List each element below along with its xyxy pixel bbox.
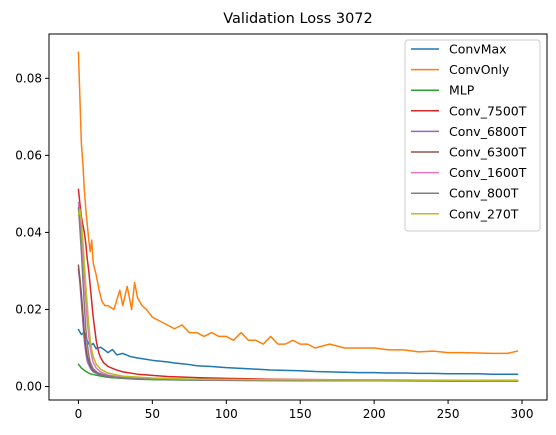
x-tick-label: 150 [289,407,312,421]
legend-box [404,39,541,232]
x-tick-label: 200 [363,407,386,421]
y-tick-label: 0.08 [15,71,42,85]
legend-label-conv_800t: Conv_800T [449,186,519,201]
series-layer [77,51,519,382]
series-line-conv_7500t [77,188,519,382]
series-line-convonly [77,51,519,355]
chart-title: Validation Loss 3072 [223,11,373,27]
legend-label-conv_7500t: Conv_7500T [449,103,527,118]
series-line-convmax [77,328,519,375]
x-tick-label: 100 [215,407,238,421]
legend-items: ConvMax ConvOnly MLP Conv_7500T Conv_6800T Co… [411,42,527,221]
series-line-conv_270t [77,208,519,382]
legend-label-conv_1600t: Conv_1600T [449,165,527,180]
legend-label-conv_6800t: Conv_6800T [449,124,527,139]
legend: ConvMax ConvOnly MLP Conv_7500T Conv_6800T Co… [404,39,541,232]
y-tick-label: 0.02 [15,302,42,316]
axes-frame [48,33,548,401]
y-tick-label: 0.00 [15,380,42,394]
legend-label-conv_6300t: Conv_6300T [449,145,527,160]
legend-label-conv_270t: Conv_270T [449,206,519,221]
plot-area: 0 50 100 150 200 250 300 0.00 0.02 0.04 0.06 0.08 [15,33,548,421]
x-tick-label: 0 [75,407,83,421]
y-axis-ticks: 0.00 0.02 0.04 0.06 0.08 [15,71,49,394]
x-axis-ticks: 0 50 100 150 200 250 300 [75,400,534,421]
legend-label-convonly: ConvOnly [449,62,510,77]
y-tick-label: 0.06 [15,148,42,162]
legend-label-convmax: ConvMax [449,42,507,57]
y-tick-label: 0.04 [15,225,42,239]
x-tick-label: 50 [145,407,160,421]
x-tick-label: 250 [437,407,460,421]
legend-label-mlp: MLP [449,83,475,98]
x-tick-label: 300 [511,407,534,421]
